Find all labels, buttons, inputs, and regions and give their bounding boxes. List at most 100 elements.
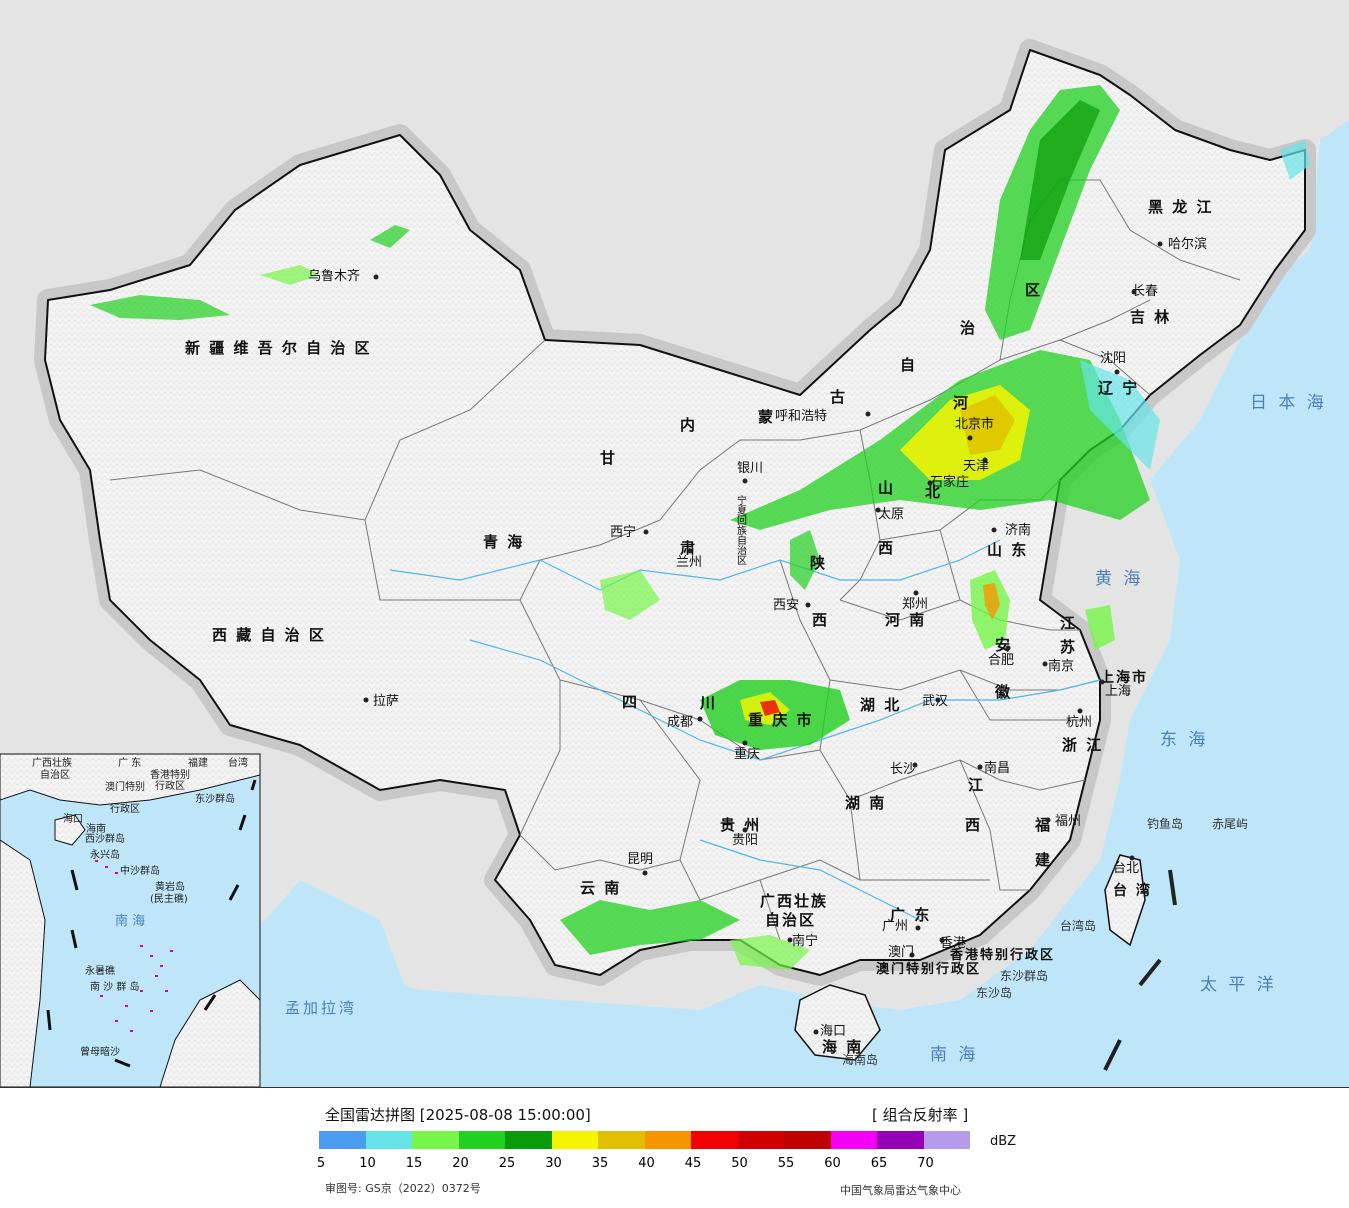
scale-tick: 15 xyxy=(405,1156,423,1171)
city-label: 西宁 xyxy=(610,524,636,540)
island-label: 东沙岛 xyxy=(976,985,1012,1000)
city-label: 北京市 xyxy=(955,416,994,432)
city-dot xyxy=(909,952,915,958)
city-label: 贵阳 xyxy=(732,833,758,848)
city-label: 台北 xyxy=(1113,861,1139,876)
inset-coast-west xyxy=(0,839,46,1087)
scale-tick: 35 xyxy=(591,1156,609,1171)
city-label: 乌鲁木齐 xyxy=(308,268,360,284)
city-dot xyxy=(1005,645,1011,651)
scale-swatch-25 xyxy=(505,1131,552,1149)
city-dot xyxy=(912,762,918,768)
city-dot xyxy=(977,764,983,770)
sea xyxy=(0,0,1349,1087)
scale-tick: 10 xyxy=(359,1156,376,1171)
city-dot xyxy=(1045,817,1051,823)
scale-swatch-55 xyxy=(784,1131,831,1149)
city-dot xyxy=(1157,241,1163,247)
region-label: 川 xyxy=(699,694,717,712)
inset-label: 台湾 xyxy=(228,756,248,769)
sea-label: 日 本 海 xyxy=(1250,393,1327,413)
region-label: 浙 江 xyxy=(1062,736,1103,754)
region-label: 山 东 xyxy=(987,541,1028,559)
scale-swatch-45 xyxy=(691,1131,738,1149)
scale-swatch-10 xyxy=(365,1131,412,1149)
data-source: 中国气象局雷达气象中心 xyxy=(840,1184,961,1197)
region-label: 澳门特别行政区 xyxy=(876,961,981,977)
inset-coast-east xyxy=(159,979,261,1087)
taiwan-island xyxy=(1104,854,1146,947)
inset-label: 东沙群岛 xyxy=(195,792,235,805)
city-label: 沈阳 xyxy=(1100,351,1126,366)
inset-label: 西沙群岛 xyxy=(85,832,125,845)
region-label: 广 东 xyxy=(890,906,931,924)
region-label: 治 xyxy=(960,319,977,337)
south-china-sea-inset xyxy=(0,753,261,1087)
region-label: 河 xyxy=(953,394,970,412)
scale-tick: 20 xyxy=(452,1156,469,1171)
unit-label: dBZ xyxy=(990,1134,1017,1149)
region-label: 香港特别行政区 xyxy=(949,947,1055,963)
inset-label: 曾母暗沙 xyxy=(80,1045,120,1058)
scale-tick: 55 xyxy=(777,1156,795,1171)
city-label: 海口 xyxy=(820,1024,846,1039)
region-label: 古 xyxy=(830,388,847,406)
echo-jiangsu xyxy=(1085,605,1115,650)
city-label: 银川 xyxy=(737,461,763,476)
scale-swatch-50 xyxy=(737,1131,784,1149)
city-label: 石家庄 xyxy=(930,474,969,490)
scale-swatch-5 xyxy=(319,1131,366,1149)
scale-tick: 45 xyxy=(684,1156,702,1171)
region-label: 吉 林 xyxy=(1130,308,1171,326)
city-label: 南昌 xyxy=(984,760,1010,776)
city-label: 拉萨 xyxy=(373,694,399,709)
region-label: 甘 xyxy=(600,449,617,467)
echo-gansu xyxy=(600,570,660,620)
echo-beijing-strong xyxy=(960,395,1015,455)
hainan-island xyxy=(794,984,881,1061)
region-label: 上海市 xyxy=(1100,669,1148,686)
scale-tick: 60 xyxy=(824,1156,841,1171)
scale-tick: 40 xyxy=(638,1156,655,1171)
city-dot xyxy=(697,716,703,722)
city-dot xyxy=(875,507,881,513)
region-label: 湖 北 xyxy=(860,696,901,714)
city-label: 天津 xyxy=(963,459,989,474)
bay-of-bengal xyxy=(230,880,410,1087)
island-label: 东沙群岛 xyxy=(1000,968,1048,983)
city-label: 济南 xyxy=(1005,522,1031,538)
region-label: 西 xyxy=(878,539,895,557)
region-label: 云 南 xyxy=(580,879,621,897)
echo-heilongjiang xyxy=(1280,140,1310,180)
inset-label: 自治区 xyxy=(40,768,70,781)
city-label: 太原 xyxy=(878,507,904,522)
region-label: 河 南 xyxy=(885,611,926,629)
city-dot xyxy=(927,480,933,486)
region-label: 建 xyxy=(1035,851,1052,869)
region-label: 西 藏 自 治 区 xyxy=(212,626,326,644)
region-label: 徽 xyxy=(994,683,1012,701)
scale-tick: 50 xyxy=(731,1156,748,1171)
city-dot xyxy=(913,590,919,596)
maritime-dashes xyxy=(1103,869,1177,1071)
city-dot xyxy=(1099,679,1105,685)
region-label: 贵 州 xyxy=(720,816,761,834)
sea-label: 太 平 洋 xyxy=(1200,975,1277,995)
region-label: 苏 xyxy=(1060,638,1077,656)
scale-tick: 25 xyxy=(498,1156,516,1171)
sea-label: 黄 海 xyxy=(1095,569,1143,589)
city-label: 西安 xyxy=(773,598,799,613)
region-label: 北 xyxy=(925,483,942,501)
city-label: 郑州 xyxy=(902,597,928,612)
inset-label: 广西壮族 xyxy=(32,756,72,769)
city-dot xyxy=(742,827,748,833)
scale-swatch-60 xyxy=(830,1131,877,1149)
scale-swatch-40 xyxy=(644,1131,691,1149)
echo-guangxi xyxy=(730,935,810,970)
island-label: 台湾岛 xyxy=(1060,918,1096,933)
city-dot xyxy=(1042,661,1048,667)
scale-tick: 30 xyxy=(545,1156,562,1171)
island-label: 钓鱼岛 xyxy=(1147,816,1183,831)
city-dot xyxy=(982,457,988,463)
sea-label: 南 海 xyxy=(930,1045,978,1065)
